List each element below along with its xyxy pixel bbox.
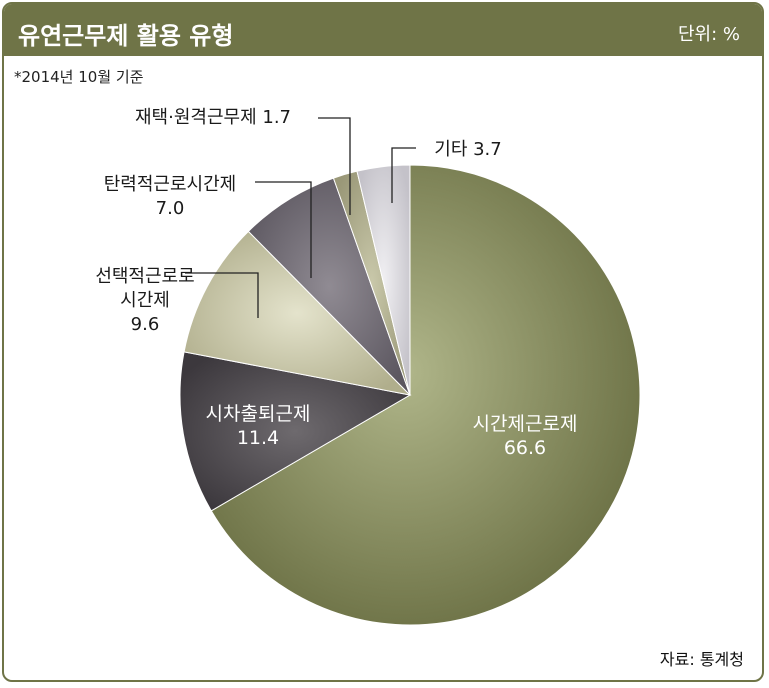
chart-frame: 유연근무제 활용 유형 단위: % *2014년 10월 기준 자료: 통계청 — [2, 2, 764, 682]
chart-title: 유연근무제 활용 유형 — [18, 22, 234, 50]
slice-label-telework-line0: 재택·원격근무제 1.7 — [135, 107, 291, 128]
unit-label: 단위: % — [677, 24, 740, 45]
slice-label-selective-hours-line0: 선택적근로로 — [95, 266, 194, 287]
slice-label-part-time-line1: 66.6 — [504, 437, 546, 459]
pie-slice-flexible-hours — [247, 177, 411, 396]
pie-slice-staggered-hours — [179, 351, 412, 512]
slice-label-staggered-hours-line1: 11.4 — [237, 427, 279, 449]
slice-label-selective-hours-line1: 시간제 — [120, 290, 170, 311]
pie-slice-part-time — [210, 164, 641, 626]
slice-label-staggered-hours-line0: 시차출퇴근제 — [206, 403, 311, 425]
leader-line-other — [391, 147, 416, 203]
title-bar: 유연근무제 활용 유형 단위: % — [4, 4, 762, 56]
slice-label-flexible-hours-line1: 7.0 — [156, 198, 185, 219]
pie-slice-other — [356, 164, 411, 396]
leader-line-selective-hours — [185, 272, 259, 318]
slice-label-selective-hours-line2: 9.6 — [131, 314, 160, 335]
date-note: *2014년 10월 기준 — [14, 68, 144, 86]
slice-label-part-time-line0: 시간제근로제 — [473, 413, 578, 435]
leader-line-flexible-hours — [255, 181, 312, 278]
leader-line-telework — [318, 117, 351, 215]
pie-slice-selective-hours — [183, 230, 412, 396]
slice-label-other-line0: 기타 3.7 — [434, 139, 501, 160]
source-label: 자료: 통계청 — [659, 650, 744, 669]
slice-label-flexible-hours-line0: 탄력적근로시간제 — [104, 174, 236, 195]
